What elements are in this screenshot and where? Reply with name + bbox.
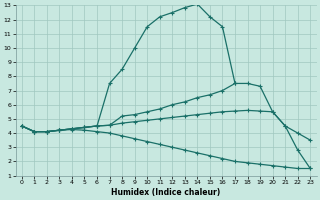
X-axis label: Humidex (Indice chaleur): Humidex (Indice chaleur) — [111, 188, 221, 197]
